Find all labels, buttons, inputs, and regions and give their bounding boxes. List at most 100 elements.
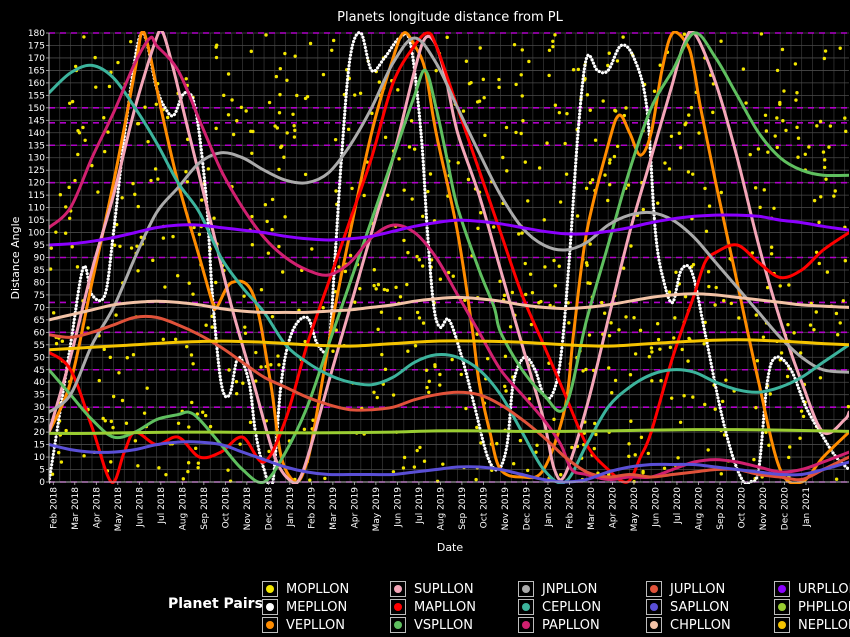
series-line-vepllon	[49, 31, 849, 484]
moon-point	[551, 44, 555, 49]
legend-dot	[522, 621, 530, 629]
moon-point	[673, 316, 677, 320]
moon-point	[157, 466, 161, 470]
legend-item-sapllon: SAPLLON	[646, 598, 774, 616]
moon-point	[495, 441, 499, 446]
moon-point	[833, 189, 837, 193]
moon-point	[425, 385, 429, 390]
legend-title: Planet Pairs	[168, 596, 263, 612]
moon-point	[333, 137, 338, 142]
moon-point	[181, 477, 185, 481]
moon-point	[838, 46, 842, 50]
moon-point	[358, 91, 363, 95]
legend-key	[262, 617, 278, 633]
moon-point	[796, 136, 801, 140]
y-axis-label: Distance Angle	[9, 216, 22, 299]
moon-point	[754, 405, 758, 410]
moon-point	[655, 322, 660, 326]
moon-point	[97, 378, 101, 383]
moon-point	[417, 316, 422, 320]
moon-point	[406, 349, 410, 353]
moon-point	[763, 113, 768, 117]
moon-point	[421, 321, 426, 325]
moon-point	[226, 468, 230, 472]
y-tick-label: 70	[34, 303, 46, 313]
moon-point	[686, 170, 691, 174]
moon-point	[607, 366, 611, 370]
moon-point	[785, 374, 790, 379]
y-tick-label: 180	[28, 29, 45, 39]
x-tick-label: Mar 2018	[71, 487, 81, 530]
moon-point	[819, 195, 823, 199]
moon-point	[136, 269, 140, 273]
moon-point	[303, 339, 307, 344]
chart-title: Planets longitude distance from PL	[337, 10, 563, 25]
moon-point	[230, 98, 234, 102]
moon-point	[478, 46, 482, 50]
moon-point	[567, 321, 571, 325]
moon-point	[156, 177, 160, 181]
moon-point	[812, 198, 817, 203]
legend-dot	[650, 603, 658, 611]
moon-point	[798, 351, 803, 355]
moon-point	[524, 292, 528, 297]
legend-dot	[650, 585, 658, 593]
moon-point	[558, 200, 563, 204]
moon-point	[200, 198, 204, 202]
moon-point	[208, 424, 213, 429]
x-tick-label: Aug 2019	[436, 487, 446, 531]
moon-point	[142, 411, 147, 415]
legend-item-cepllon: CEPLLON	[518, 598, 646, 616]
moon-point	[552, 258, 556, 263]
moon-point	[762, 188, 766, 192]
moon-point	[773, 134, 777, 138]
moon-point	[226, 72, 231, 76]
moon-point	[722, 299, 726, 303]
y-tick-label: 100	[28, 229, 45, 239]
moon-point	[624, 315, 628, 319]
moon-point	[101, 416, 105, 421]
moon-point	[663, 161, 667, 165]
moon-point	[254, 379, 258, 383]
series-line-chpllon	[49, 292, 849, 322]
moon-point	[759, 32, 764, 36]
moon-point	[422, 459, 427, 463]
moon-point	[270, 197, 275, 202]
moon-point	[280, 270, 285, 274]
moon-point	[70, 245, 74, 249]
y-tick-label: 40	[34, 378, 46, 388]
moon-point	[94, 85, 98, 89]
legend-label: SAPLLON	[670, 599, 730, 615]
moon-point	[64, 205, 68, 209]
moon-point	[203, 413, 208, 418]
moon-point	[441, 462, 445, 466]
x-tick-label: Apr 2019	[350, 487, 360, 529]
moon-point	[641, 469, 645, 474]
y-tick-label: 55	[34, 341, 45, 351]
moon-point	[504, 125, 509, 130]
moon-point	[613, 378, 618, 383]
y-tick-label: 45	[34, 366, 45, 376]
x-axis-label: Date	[437, 541, 464, 554]
moon-point	[686, 359, 690, 363]
legend-key	[774, 617, 790, 633]
moon-point	[678, 145, 683, 150]
moon-point	[658, 347, 662, 351]
moon-point	[274, 74, 279, 79]
moon-point	[761, 335, 766, 339]
moon-point	[145, 386, 149, 390]
moon-point	[501, 155, 505, 160]
moon-point	[214, 280, 218, 285]
moon-point	[479, 441, 483, 445]
moon-point	[57, 450, 61, 455]
moon-point	[184, 77, 188, 81]
moon-point	[279, 145, 283, 150]
moon-point	[614, 109, 618, 113]
moon-point	[627, 454, 631, 459]
moon-point	[406, 250, 410, 255]
moon-point	[337, 265, 341, 269]
legend-label: SUPLLON	[414, 581, 474, 597]
x-tick-label: Nov 2018	[243, 487, 253, 531]
moon-point	[680, 347, 684, 352]
moon-point	[553, 103, 558, 107]
